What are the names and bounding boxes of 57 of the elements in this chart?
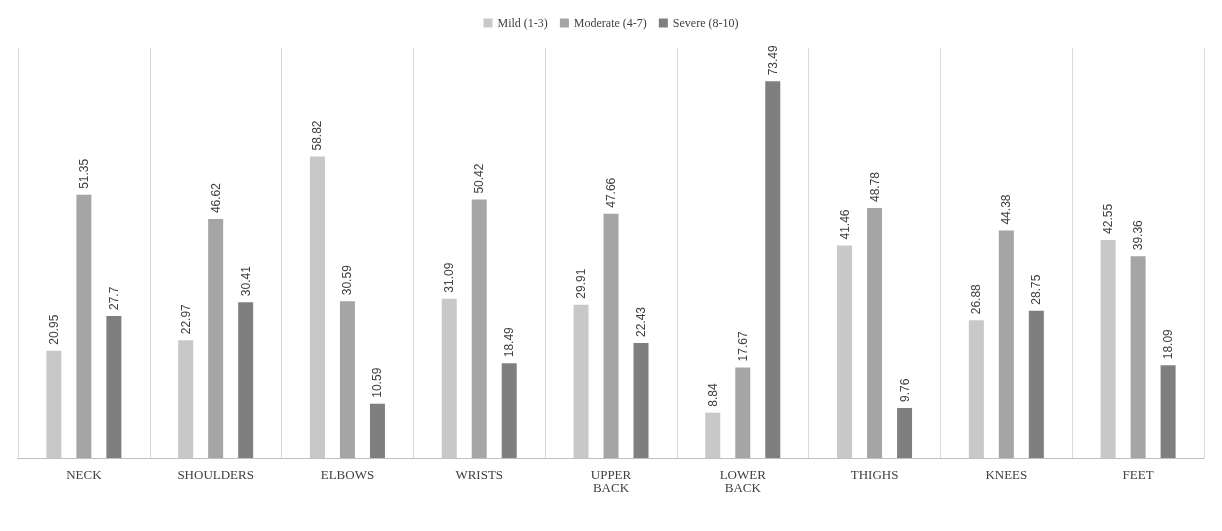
bar — [1160, 365, 1176, 458]
x-tick-label: NECK — [66, 467, 103, 482]
data-label: 51.35 — [76, 158, 91, 189]
data-label: 8.84 — [705, 383, 720, 407]
data-label: 58.82 — [310, 120, 325, 151]
data-label: 27.7 — [106, 286, 121, 311]
data-label: 22.43 — [634, 306, 648, 338]
data-label: 28.75 — [1029, 274, 1044, 305]
x-tick-label: WRISTS — [455, 467, 504, 482]
data-label: 47.66 — [604, 177, 618, 208]
x-tick-label: LOWER BACK — [719, 467, 767, 495]
bar — [1028, 310, 1044, 458]
bar — [369, 403, 385, 458]
bar — [998, 230, 1014, 458]
data-label: 50.42 — [472, 163, 487, 194]
x-tick-label: SHOULDERS — [177, 467, 254, 482]
bar — [339, 301, 355, 458]
data-label: 44.38 — [999, 194, 1014, 225]
data-label: 39.36 — [1131, 219, 1146, 251]
data-label: 46.62 — [208, 182, 223, 214]
data-label: 18.09 — [1161, 328, 1176, 360]
data-label: 42.55 — [1101, 203, 1116, 234]
x-tick-label: ELBOWS — [320, 467, 375, 482]
data-label: 48.78 — [867, 171, 882, 202]
legend-label: Mild (1-3) — [497, 16, 548, 30]
data-label: 9.76 — [897, 378, 912, 402]
data-label: 73.49 — [765, 45, 780, 76]
bar — [735, 367, 751, 458]
legend-label: Moderate (4-7) — [573, 16, 647, 30]
data-label: 41.46 — [837, 209, 852, 240]
data-label: 29.91 — [574, 268, 588, 299]
bar — [106, 316, 122, 458]
bar — [471, 199, 487, 458]
data-label: 31.09 — [442, 262, 457, 293]
data-label: 10.59 — [370, 367, 385, 398]
data-label: 22.97 — [178, 303, 193, 335]
data-label: 30.59 — [340, 264, 355, 296]
bar — [208, 219, 224, 458]
bar — [867, 208, 883, 458]
data-label: 26.88 — [969, 283, 984, 315]
x-tick-label: KNEES — [985, 467, 1028, 482]
data-label: 18.49 — [502, 326, 517, 358]
bar — [897, 407, 913, 458]
legend-label: Severe (8-10) — [672, 16, 739, 30]
bar — [1130, 256, 1146, 458]
bar — [238, 302, 254, 458]
x-tick-label: THIGHS — [850, 467, 899, 482]
data-label: 20.95 — [46, 314, 61, 345]
bar — [501, 363, 517, 458]
bar — [603, 213, 619, 458]
data-label: 30.41 — [238, 265, 253, 297]
bar — [633, 343, 649, 458]
x-tick-label: FEET — [1122, 467, 1154, 482]
bar — [76, 194, 92, 458]
data-label: 17.67 — [735, 331, 750, 362]
x-tick-label: UPPER BACK — [590, 467, 632, 495]
bar — [765, 81, 781, 458]
